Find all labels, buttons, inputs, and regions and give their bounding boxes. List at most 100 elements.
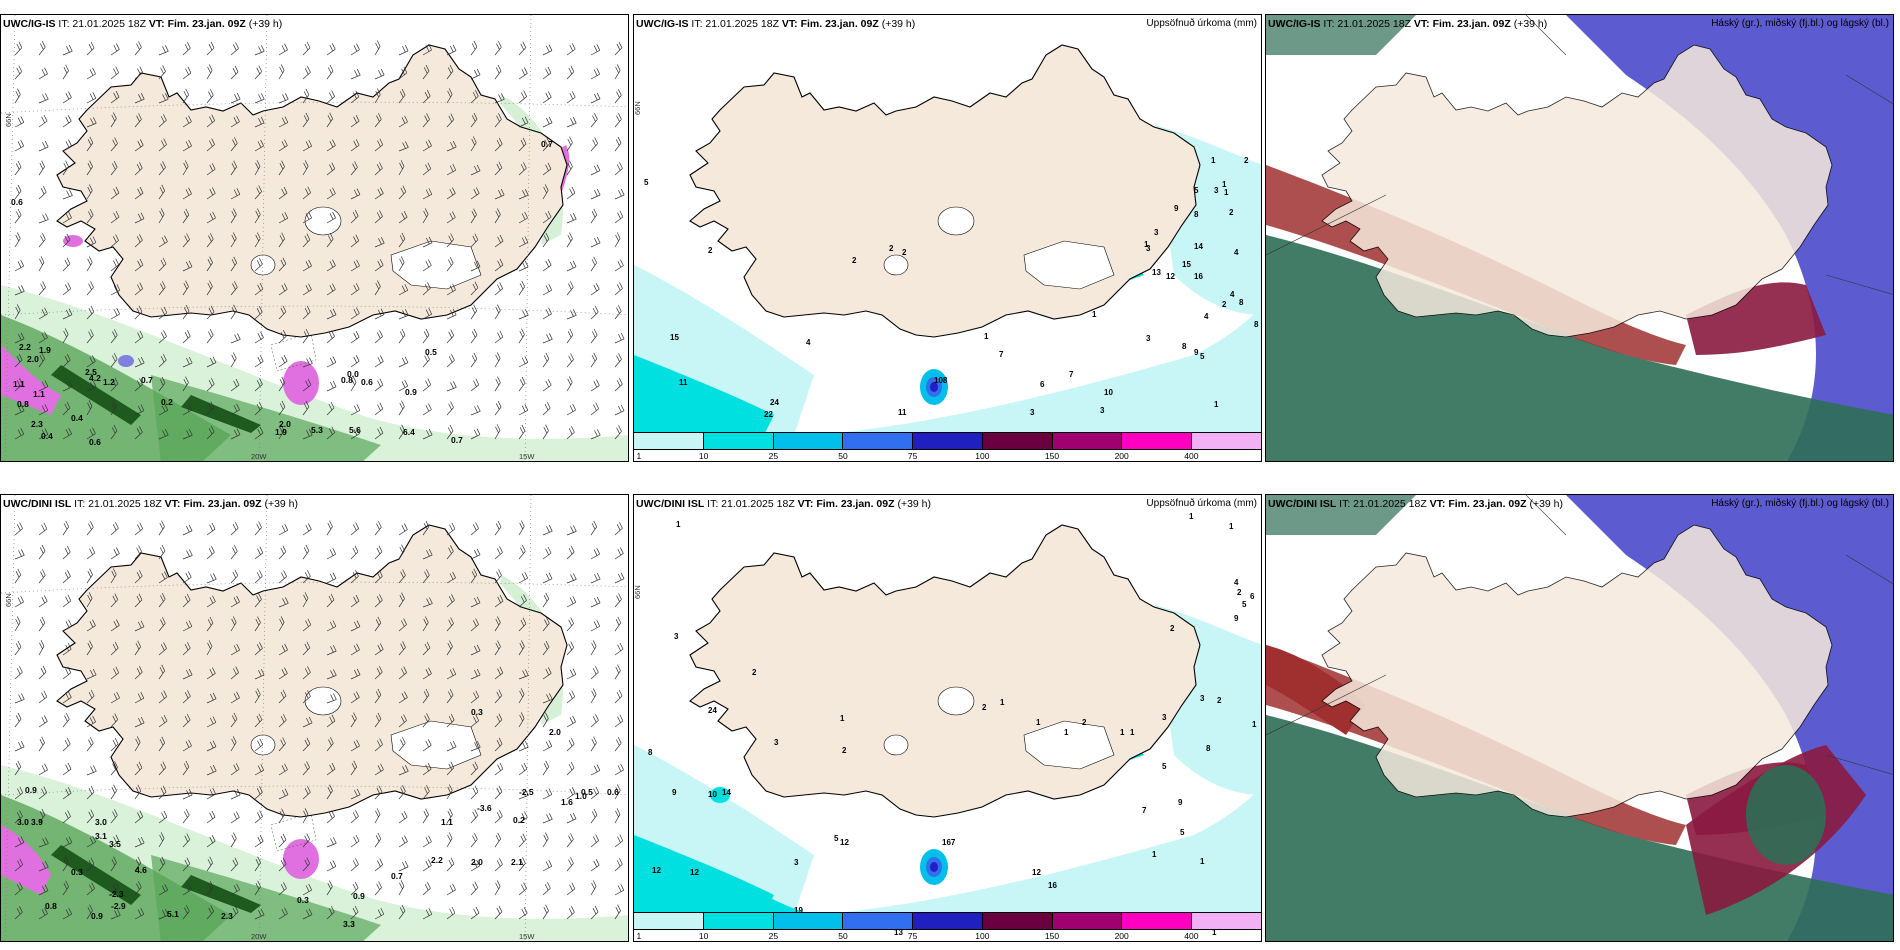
vt-label: VT: Fim. 23.jan. 09Z xyxy=(797,498,895,510)
value-label: 108 xyxy=(934,376,948,385)
colorbar-swatch xyxy=(843,433,914,449)
panel-field-label: Uppsöfnuð úrkoma (mm) xyxy=(1146,498,1257,509)
value-label: 3 xyxy=(1146,334,1151,343)
value-label: 1.1 xyxy=(13,379,25,389)
langjokull-glacier xyxy=(304,206,342,236)
value-label: 5.3 xyxy=(311,425,323,435)
model-name: UWC/DINI ISL xyxy=(3,498,72,510)
value-label: 0.3 xyxy=(297,895,309,905)
value-label: 12 xyxy=(652,866,661,875)
value-label: 1 xyxy=(1200,857,1205,866)
map-canvas xyxy=(1266,15,1893,461)
vatnajokull-glacier xyxy=(1023,720,1115,770)
hofsjokull-glacier xyxy=(250,254,276,276)
hofsjokull-glacier xyxy=(883,254,909,276)
value-label: 0.6 xyxy=(607,787,619,797)
panel-clouds-igis: UWC/IG-IS IT: 21.01.2025 18Z VT: Fim. 23… xyxy=(1265,14,1894,462)
it-value: 21.01.2025 18Z xyxy=(88,498,165,510)
colorbar-swatch xyxy=(703,913,774,929)
iceland-landmass xyxy=(689,44,1201,338)
vatnajokull-glacier xyxy=(390,240,482,290)
value-labels: 0.60.72.22.01.91.10.80.40.62.32.54.2 1.2 0… xyxy=(11,139,553,447)
hofsjokull-glacier xyxy=(883,734,909,756)
value-label: 2.5 xyxy=(85,367,97,377)
value-label: 2.0 xyxy=(279,419,291,429)
model-name: UWC/IG-IS xyxy=(3,18,56,30)
panel-title: UWC/IG-IS IT: 21.01.2025 18Z VT: Fim. 23… xyxy=(1268,18,1547,30)
value-label: 2 xyxy=(889,244,894,253)
value-label: 12 xyxy=(1166,272,1175,281)
value-label: 7 xyxy=(1142,806,1147,815)
map-canvas: 0.9 3.0 3.13.5 4.6 0.3 -2.3 -2.9 0.8 0.9 5.1 2.3 0.… xyxy=(1,495,628,941)
value-label: 1.9 xyxy=(39,345,51,355)
value-label: 1.9 xyxy=(275,427,287,437)
value-label: 1 xyxy=(1229,522,1234,531)
value-label: 0.7 xyxy=(541,139,553,149)
panel-wind-precip-igis: 0.6 0.7 2.2 2.0 1.9 1.1 0.8 0.4 0.6 2.3 2.5 4.2 1.2 0… xyxy=(0,14,629,462)
lead-time: (+39 h) xyxy=(1526,498,1564,510)
value-label: 0.6 xyxy=(361,377,373,387)
colorbar-tick-label: 50 xyxy=(838,451,848,461)
vt-label: VT: Fim. 23.jan. 09Z xyxy=(1429,498,1527,510)
value-label: 3.1 xyxy=(95,831,107,841)
value-label: 1 xyxy=(676,520,681,529)
value-label: 3.5 xyxy=(109,839,121,849)
value-label: 1.2 xyxy=(103,377,115,387)
value-label: 5 xyxy=(834,834,839,843)
value-label: 1 xyxy=(1064,728,1069,737)
langjokull-glacier xyxy=(304,686,342,716)
value-label: 4 xyxy=(1230,290,1235,299)
lon-label-15w: 15W xyxy=(519,932,535,941)
value-label: 1 xyxy=(1252,720,1257,729)
value-label: 1 xyxy=(1092,310,1097,319)
value-label: 7 xyxy=(999,350,1004,359)
value-label: 2 xyxy=(752,668,757,677)
value-label: 4.2 xyxy=(89,373,101,383)
value-label: 2.2 xyxy=(431,855,443,865)
value-label: 0.8 xyxy=(45,901,57,911)
value-label: 22 xyxy=(764,410,773,419)
value-label: 5 xyxy=(1180,828,1185,837)
lat-label: 66N xyxy=(4,113,13,127)
value-label: 13 xyxy=(894,928,903,937)
panel-field-label: Háský (gr.), miðský (fj.bl.) og lágský (… xyxy=(1711,18,1889,29)
panel-field-label: Uppsöfnuð úrkoma (mm) xyxy=(1146,18,1257,29)
value-label: 2 xyxy=(1217,696,1222,705)
value-label: 1 xyxy=(1036,718,1041,727)
value-label: 4.6 xyxy=(135,865,147,875)
it-label: IT: xyxy=(704,498,722,510)
value-label: 2.0 xyxy=(549,727,561,737)
vatnajokull-glacier xyxy=(1023,240,1115,290)
model-name: UWC/DINI ISL xyxy=(636,498,705,510)
lat-lon-grid xyxy=(1,495,628,941)
colorbar-tick-label: 200 xyxy=(1114,931,1129,941)
value-label: 1.6 xyxy=(561,797,573,807)
panel-title: UWC/IG-IS IT: 21.01.2025 18Z VT: Fim. 23… xyxy=(3,18,282,30)
map-canvas: 0.60.72.22.01.91.10.80.40.62.32.54.2 1.2 0… xyxy=(1,15,628,461)
it-label: IT: xyxy=(1336,498,1354,510)
value-label: 11 xyxy=(898,408,907,417)
lead-time: (+39 h) xyxy=(1510,18,1548,30)
colorbar-tick-label: 400 xyxy=(1184,931,1199,941)
value-label: 2 xyxy=(1082,718,1087,727)
panel-field-label: Háský (gr.), miðský (fj.bl.) og lágský (… xyxy=(1711,498,1889,509)
colorbar-tick-label: 150 xyxy=(1044,931,1060,941)
value-label: 1 xyxy=(1214,400,1219,409)
it-label: IT: xyxy=(1320,18,1338,30)
iceland-landmass xyxy=(689,524,1201,818)
value-label: 2 xyxy=(982,703,987,712)
lead-time: (+39 h) xyxy=(261,498,299,510)
model-name: UWC/IG-IS xyxy=(1268,18,1321,30)
colorbar-tick-label: 25 xyxy=(768,451,779,461)
value-label: 9 xyxy=(1178,798,1183,807)
colorbar-tick-label: 100 xyxy=(975,451,990,461)
panel-accum-precip-igis: 5 2 2 2 2 4 15 11 24 22 11 108 7 6 7 3 3 1 1 1 3 3 13 15 14 9 8 5 3 2… xyxy=(633,14,1262,462)
value-label: 8 xyxy=(648,748,653,757)
value-label: 4 xyxy=(1234,578,1239,587)
panel-clouds-dini: UWC/DINI ISL IT: 21.01.2025 18Z VT: Fim.… xyxy=(1265,494,1894,942)
value-label: 2 xyxy=(852,256,857,265)
value-label: 2 xyxy=(902,248,907,257)
colorbar-tick-label: 10 xyxy=(698,451,709,461)
value-label: 1 xyxy=(1212,928,1217,937)
